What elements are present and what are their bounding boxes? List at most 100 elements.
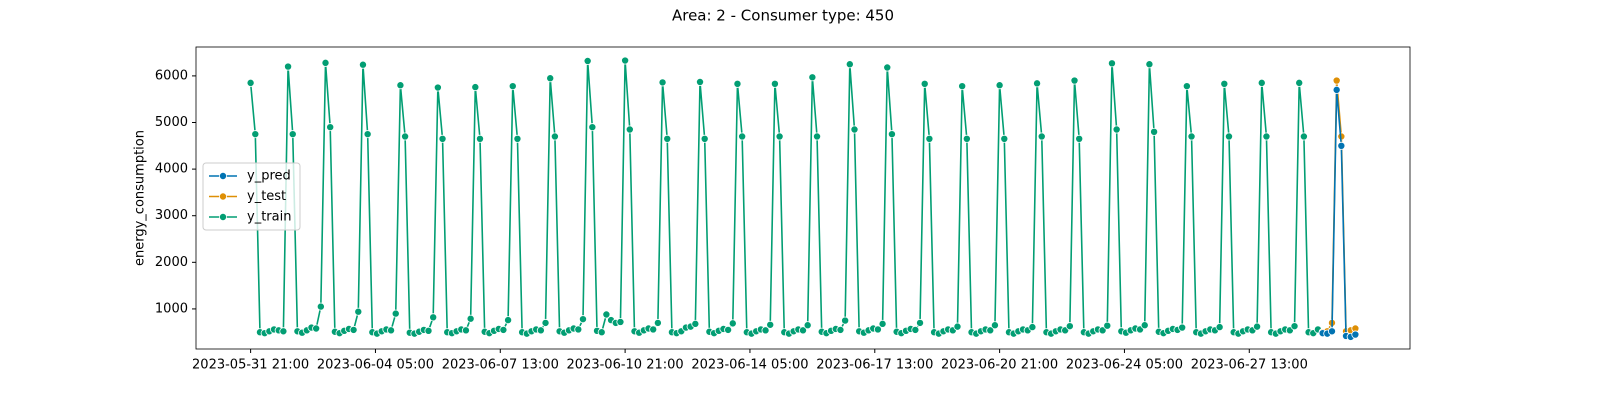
series-marker	[541, 318, 550, 327]
series-marker	[733, 79, 742, 88]
series-marker	[1327, 327, 1336, 336]
series-marker	[766, 320, 775, 329]
series-marker	[878, 319, 887, 328]
chart-title: Area: 2 - Consumer type: 450	[672, 7, 894, 25]
x-tick-label: 2023-06-14 05:00	[691, 358, 808, 373]
y-tick-label: 4000	[155, 162, 188, 177]
legend-marker	[218, 212, 227, 221]
series-marker	[990, 321, 999, 330]
series-marker	[602, 310, 611, 319]
series-marker	[958, 82, 967, 91]
series-marker	[578, 315, 587, 324]
series-marker	[429, 313, 438, 322]
series-marker	[1295, 78, 1304, 87]
series-marker	[953, 322, 962, 331]
series-marker	[1257, 78, 1266, 87]
series-marker	[471, 83, 480, 92]
series-marker	[424, 326, 433, 335]
series-marker	[836, 325, 845, 334]
series-marker	[475, 134, 484, 143]
x-tick-label: 2023-06-07 13:00	[442, 358, 559, 373]
series-marker	[1037, 132, 1046, 141]
series-marker	[504, 316, 513, 325]
series-marker	[649, 325, 658, 334]
x-tick-label: 2023-06-04 05:00	[317, 358, 434, 373]
series-marker	[316, 302, 325, 311]
series-marker	[920, 79, 929, 88]
series-marker	[1150, 127, 1159, 136]
series-marker	[1000, 134, 1009, 143]
series-marker	[513, 134, 522, 143]
series-marker	[1140, 321, 1149, 330]
legend-label: y_train	[247, 210, 291, 225]
series-marker	[1332, 76, 1341, 85]
series-marker	[738, 132, 747, 141]
series-line	[249, 60, 1319, 335]
plot-frame	[195, 46, 1411, 350]
series-marker	[1103, 321, 1112, 330]
series-marker	[433, 83, 442, 92]
series-marker	[887, 130, 896, 139]
series-marker	[696, 77, 705, 86]
series-marker	[1220, 79, 1229, 88]
series-marker	[1262, 132, 1271, 141]
series-marker	[1033, 79, 1042, 88]
x-tick-label: 2023-06-17 13:00	[816, 358, 933, 373]
series-marker	[1187, 132, 1196, 141]
series-marker	[1224, 132, 1233, 141]
series-marker	[279, 327, 288, 336]
series-marker	[873, 325, 882, 334]
y-tick-label: 6000	[155, 68, 188, 83]
series-marker	[251, 130, 260, 139]
series-marker	[1070, 76, 1079, 85]
series-marker	[616, 317, 625, 326]
legend-box	[202, 162, 301, 231]
series-marker	[574, 325, 583, 334]
series-marker	[986, 326, 995, 335]
series-marker	[461, 326, 470, 335]
series-marker	[438, 134, 447, 143]
series-marker	[658, 78, 667, 87]
x-tick-label: 2023-06-27 13:00	[1191, 358, 1308, 373]
series-marker	[724, 325, 733, 334]
series-marker	[1182, 82, 1191, 91]
series-marker	[850, 125, 859, 134]
series-marker	[396, 81, 405, 90]
series-marker	[925, 134, 934, 143]
series-marker	[653, 318, 662, 327]
series-marker	[1337, 141, 1346, 150]
series-marker	[583, 56, 592, 65]
series-marker	[962, 134, 971, 143]
series-marker	[1028, 323, 1037, 332]
series-marker	[845, 60, 854, 69]
x-tick-label: 2023-06-10 21:00	[567, 358, 684, 373]
series-marker	[775, 132, 784, 141]
y-tick-label: 3000	[155, 208, 188, 223]
series-marker	[916, 318, 925, 327]
series-marker	[354, 307, 363, 316]
series-marker	[588, 123, 597, 132]
series-marker	[1065, 322, 1074, 331]
series-marker	[770, 79, 779, 88]
series-marker	[387, 326, 396, 335]
series-marker	[663, 134, 672, 143]
series-marker	[700, 134, 709, 143]
series-marker	[691, 319, 700, 328]
series-marker	[911, 325, 920, 334]
series-marker	[349, 325, 358, 334]
series-marker	[883, 63, 892, 72]
series-marker	[803, 321, 812, 330]
series-marker	[597, 328, 606, 337]
series-marker	[625, 125, 634, 134]
series-marker	[312, 324, 321, 333]
series-marker	[621, 56, 630, 65]
x-tick-label: 2023-06-20 21:00	[941, 358, 1058, 373]
y-tick-label: 1000	[155, 301, 188, 316]
series-marker	[1098, 326, 1107, 335]
series-line	[1322, 89, 1356, 338]
series-marker	[246, 78, 255, 87]
series-marker	[466, 314, 475, 323]
y-tick-label: 5000	[155, 115, 188, 130]
